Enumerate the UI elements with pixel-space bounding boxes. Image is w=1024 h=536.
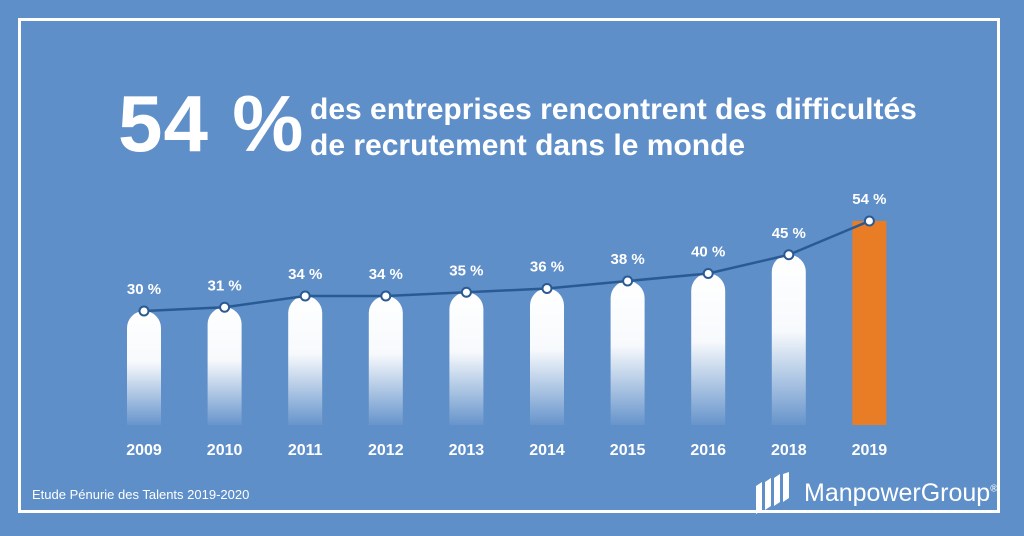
value-label-2011: 34 % [288, 266, 322, 283]
point-2010 [219, 301, 231, 313]
year-label-2015: 2015 [610, 442, 646, 459]
bar-2019 [852, 221, 887, 425]
value-label-2013: 35 % [449, 262, 483, 279]
year-label-2016: 2016 [690, 442, 726, 459]
value-label-2016: 40 % [691, 244, 725, 261]
value-label-2010: 31 % [207, 277, 241, 294]
bar-2009 [127, 311, 161, 425]
source-note: Etude Pénurie des Talents 2019-2020 [32, 487, 250, 502]
value-label-2014: 36 % [530, 259, 564, 276]
point-2019 [863, 215, 875, 227]
value-label-2019: 54 % [852, 191, 886, 208]
point-2011 [299, 290, 311, 302]
bar-2013 [449, 292, 484, 425]
point-2013 [460, 286, 472, 298]
white-frame [18, 18, 1000, 513]
value-label-2012: 34 % [369, 266, 403, 283]
point-2016 [702, 268, 714, 279]
year-label-2010: 2010 [207, 442, 243, 459]
point-2014 [541, 283, 553, 294]
bar-2018 [771, 254, 806, 425]
bar-2011 [288, 296, 323, 425]
brand-name: ManpowerGroup® [804, 478, 998, 507]
headline-line-1: des entreprises rencontrent des difficul… [310, 93, 917, 126]
headline-text: des entreprises rencontrent des difficul… [310, 92, 917, 164]
bar-2014 [530, 288, 564, 425]
manpowergroup-logo: ManpowerGroup® [750, 472, 998, 514]
headline-line-2: de recrutement dans le monde [310, 129, 746, 162]
headline-stat: 54 % [118, 79, 305, 168]
trend-line [143, 219, 870, 313]
point-2018 [783, 249, 795, 261]
year-label-2011: 2011 [288, 442, 323, 459]
bar-2010 [207, 307, 242, 425]
year-label-2009: 2009 [126, 442, 162, 459]
value-label-2015: 38 % [610, 251, 644, 268]
manpower-stripes-icon [756, 472, 789, 514]
year-label-2013: 2013 [449, 442, 485, 459]
year-label-2014: 2014 [529, 442, 565, 459]
value-label-2018: 45 % [772, 225, 806, 242]
bar-2016 [691, 273, 726, 425]
point-2015 [622, 275, 634, 287]
bar-2012 [368, 296, 403, 425]
point-2009 [138, 305, 150, 317]
point-2012 [380, 290, 392, 302]
year-label-2018: 2018 [771, 442, 807, 459]
year-label-2019: 2019 [852, 442, 888, 459]
year-label-2012: 2012 [368, 442, 404, 459]
value-label-2009: 30 % [127, 281, 161, 298]
bar-2015 [610, 281, 645, 425]
